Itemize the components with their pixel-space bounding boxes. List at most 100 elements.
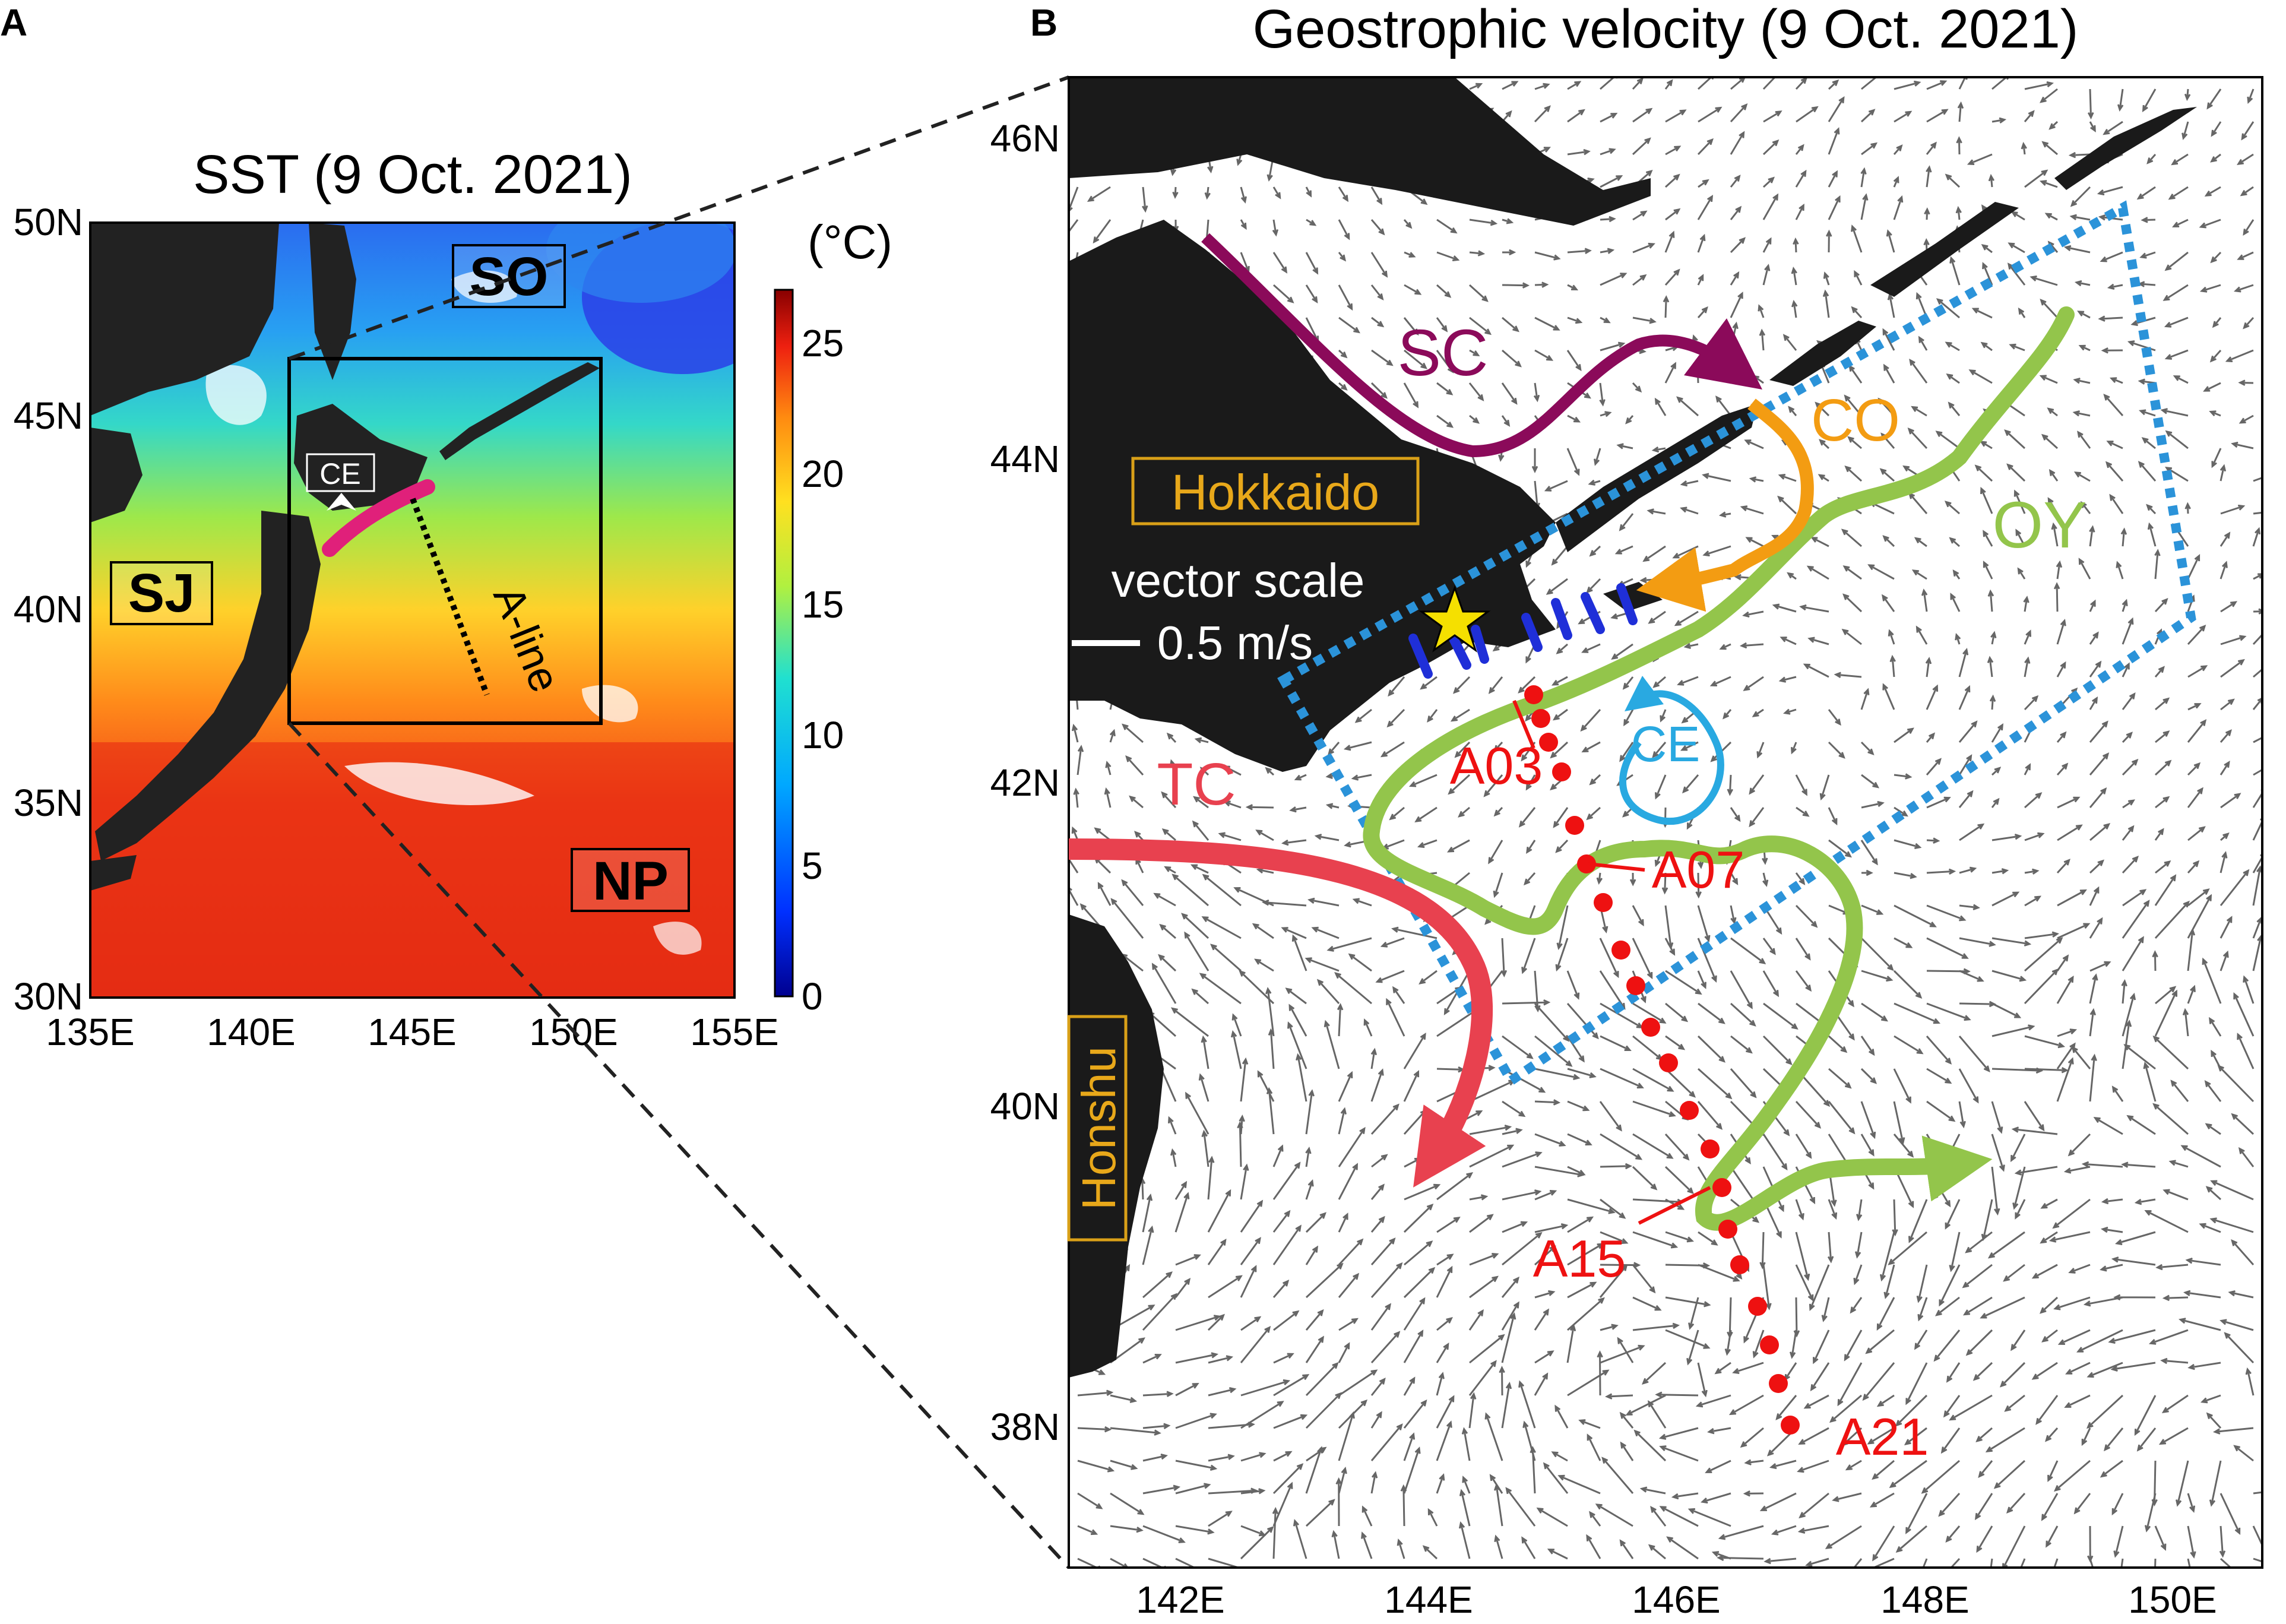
velocity-vector bbox=[1795, 144, 1804, 155]
velocity-vector bbox=[1208, 1275, 1243, 1299]
velocity-vector bbox=[1436, 251, 1460, 261]
velocity-vector bbox=[2181, 121, 2189, 140]
velocity-vector bbox=[1742, 610, 1764, 618]
velocity-vector bbox=[2219, 729, 2232, 743]
shelf-transects bbox=[1408, 583, 1638, 679]
velocity-vector bbox=[1945, 341, 1960, 352]
velocity-vector bbox=[1370, 1237, 1396, 1265]
velocity-vector bbox=[1664, 1133, 1690, 1161]
velocity-vector bbox=[1207, 1156, 1215, 1200]
velocity-vector bbox=[2039, 375, 2058, 384]
velocity-vector bbox=[2172, 219, 2189, 227]
velocity-vector bbox=[1762, 193, 1779, 220]
velocity-vector bbox=[2024, 110, 2035, 122]
velocity-vector bbox=[1744, 439, 1764, 449]
velocity-vector bbox=[2003, 1264, 2025, 1282]
velocity-vector bbox=[1370, 1471, 1378, 1494]
velocity-vector bbox=[1414, 806, 1438, 823]
velocity-vector bbox=[1717, 1555, 1764, 1561]
velocity-vector bbox=[1894, 806, 1908, 817]
velocity-vector bbox=[1763, 1557, 1797, 1565]
velocity-vector bbox=[1272, 1224, 1302, 1265]
velocity-vector bbox=[1420, 676, 1438, 690]
velocity-vector bbox=[2208, 1017, 2222, 1037]
velocity-vector bbox=[1894, 80, 1921, 90]
velocity-vector bbox=[2047, 407, 2058, 417]
velocity-vector bbox=[1230, 1030, 1242, 1069]
velocity-vector bbox=[2219, 1493, 2241, 1535]
velocity-vector bbox=[2122, 992, 2136, 1037]
velocity-vector bbox=[2122, 599, 2128, 612]
velocity-vector bbox=[1697, 1362, 1708, 1398]
velocity-vector bbox=[2080, 501, 2091, 514]
velocity-vector bbox=[1916, 1264, 1928, 1303]
velocity-vector bbox=[2168, 186, 2189, 200]
velocity-vector bbox=[1917, 1297, 1928, 1322]
velocity-vector bbox=[1469, 1194, 1489, 1201]
velocity-vector bbox=[1557, 1474, 1601, 1495]
velocity-vector bbox=[2056, 661, 2066, 678]
velocity-vector bbox=[1834, 672, 1862, 678]
velocity-vector bbox=[1632, 137, 1651, 156]
velocity-vector bbox=[1991, 797, 2000, 808]
velocity-vector bbox=[1862, 1362, 1895, 1401]
velocity-vector bbox=[2220, 635, 2247, 645]
zoom-box bbox=[287, 357, 603, 725]
velocity-vector bbox=[1305, 284, 1318, 304]
velocity-vector bbox=[1370, 1377, 1386, 1396]
colorbar-unit: (°C) bbox=[808, 216, 892, 268]
velocity-vector bbox=[1791, 300, 1798, 318]
velocity-vector bbox=[2184, 502, 2191, 514]
velocity-vector bbox=[1828, 741, 1845, 759]
velocity-vector bbox=[1778, 474, 1797, 482]
label-co: CO bbox=[1811, 387, 1900, 454]
velocity-vector bbox=[1175, 1382, 1199, 1397]
velocity-vector bbox=[1619, 742, 1634, 762]
velocity-vector bbox=[2162, 1189, 2189, 1201]
velocity-vector bbox=[1715, 395, 1732, 416]
velocity-vector bbox=[1588, 479, 1601, 486]
velocity-vector bbox=[1718, 511, 1731, 518]
velocity-vector bbox=[1544, 480, 1568, 492]
velocity-vector bbox=[1730, 271, 1740, 286]
velocity-vector bbox=[1566, 970, 1580, 1000]
velocity-vector bbox=[1861, 77, 1880, 90]
velocity-vector bbox=[2089, 599, 2096, 612]
velocity-vector bbox=[1454, 741, 1471, 758]
velocity-vector bbox=[1680, 480, 1699, 487]
velocity-vector bbox=[1967, 153, 1993, 165]
velocity-vector bbox=[1697, 1035, 1725, 1063]
velocity-vector bbox=[2105, 461, 2124, 482]
velocity-vector bbox=[2009, 343, 2025, 352]
velocity-vector bbox=[1534, 1223, 1569, 1233]
map-frame-a bbox=[89, 221, 736, 999]
velocity-vector bbox=[1450, 708, 1470, 722]
velocity-vector bbox=[2120, 527, 2127, 547]
velocity-vector bbox=[1254, 958, 1274, 972]
velocity-vector bbox=[2121, 1161, 2156, 1168]
station-leader bbox=[1638, 1186, 1711, 1225]
velocity-vector bbox=[1397, 1538, 1405, 1559]
velocity-vector bbox=[2152, 1036, 2189, 1070]
velocity-vector bbox=[1525, 774, 1536, 791]
velocity-vector bbox=[1550, 741, 1569, 759]
velocity-vector bbox=[1488, 840, 1503, 865]
velocity-vector bbox=[2185, 1257, 2221, 1266]
velocity-vector bbox=[1338, 186, 1349, 202]
velocity-vector bbox=[1829, 1394, 1862, 1423]
velocity-vector bbox=[1272, 1161, 1301, 1200]
velocity-vector bbox=[1980, 486, 1993, 514]
velocity-vector bbox=[1380, 937, 1405, 948]
velocity-vector bbox=[1534, 1035, 1573, 1067]
velocity-vector bbox=[1925, 657, 1932, 678]
velocity-vector bbox=[1886, 229, 1895, 253]
velocity-vector bbox=[2067, 1133, 2091, 1157]
velocity-vector bbox=[1578, 1419, 1601, 1429]
velocity-vector bbox=[2111, 1085, 2124, 1102]
velocity-vector bbox=[1854, 270, 1863, 286]
velocity-vector bbox=[2219, 531, 2231, 547]
velocity-vector bbox=[1698, 179, 1709, 188]
velocity-vector bbox=[1257, 1070, 1275, 1102]
velocity-vector bbox=[1844, 394, 1863, 416]
velocity-vector bbox=[1534, 316, 1560, 331]
